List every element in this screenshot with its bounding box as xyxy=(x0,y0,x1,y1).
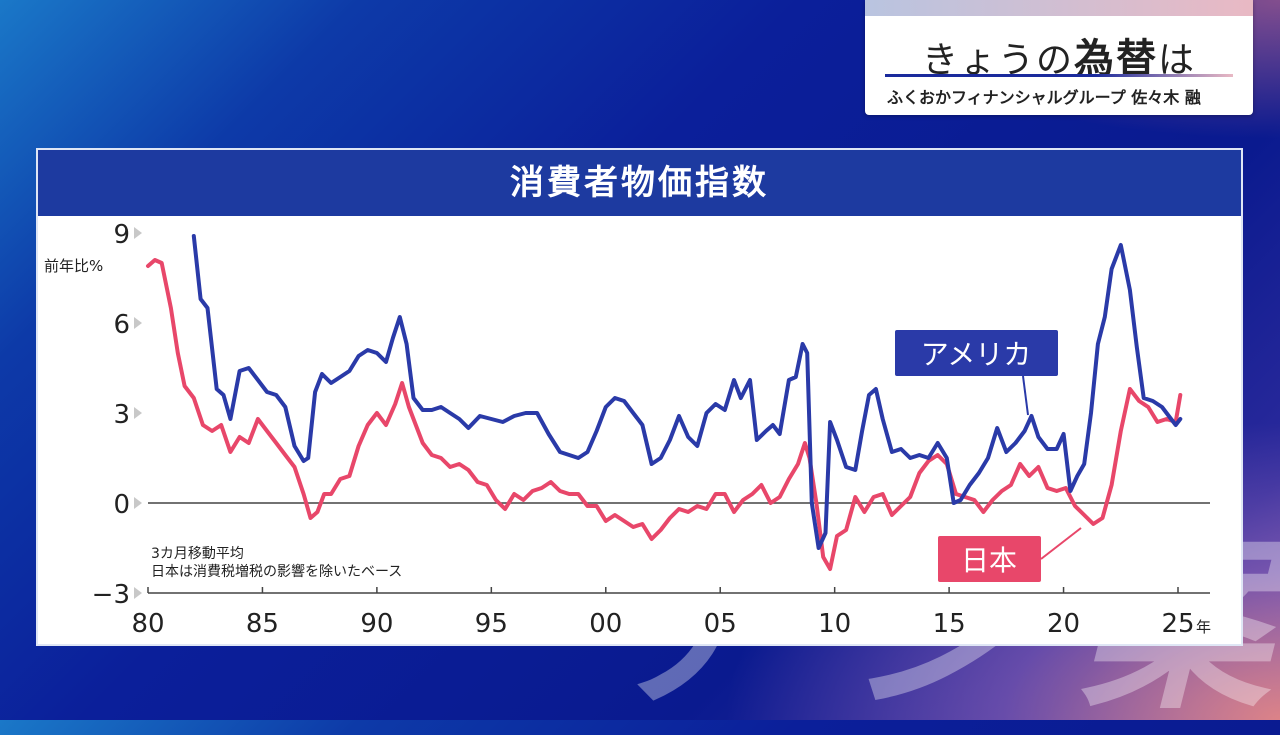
title-divider xyxy=(885,74,1233,77)
japan-legend-label: 日本 xyxy=(961,544,1017,577)
x-tick-label: 85 xyxy=(246,609,279,639)
x-axis-unit: 年 xyxy=(1196,618,1211,636)
x-tick-label: 10 xyxy=(818,609,851,639)
program-title-card: きょうの為替は ふくおかフィナンシャルグループ 佐々木 融 xyxy=(865,0,1253,115)
japan-legend-pointer xyxy=(1040,527,1082,560)
title-card-strip xyxy=(865,0,1253,16)
x-tick-label: 80 xyxy=(131,609,164,639)
y-tick-marker xyxy=(134,587,142,599)
commentator-line: ふくおかフィナンシャルグループ 佐々木 融 xyxy=(887,88,1201,107)
usa-legend-pointer xyxy=(1022,375,1029,416)
usa-series-line xyxy=(191,234,1183,550)
y-tick-marker xyxy=(134,317,142,329)
x-tick-label: 20 xyxy=(1047,609,1080,639)
y-tick-label: 0 xyxy=(113,490,130,520)
y-tick-marker xyxy=(134,497,142,509)
y-axis-label: 前年比% xyxy=(44,257,103,275)
japan-legend-box xyxy=(938,536,1041,582)
y-tick-label: 6 xyxy=(113,310,130,340)
y-tick-label: 9 xyxy=(113,220,130,250)
y-tick-label: −3 xyxy=(92,580,130,610)
y-tick-label: 3 xyxy=(113,400,130,430)
x-tick-label: 90 xyxy=(360,609,393,639)
y-tick-marker xyxy=(134,407,142,419)
chart-panel-title: 消費者物価指数 xyxy=(38,150,1241,216)
chart-panel: 消費者物価指数 9 6 3 0 −3 前年比% 80 85 90 95 00 05 10 15 20 25 年 3… xyxy=(36,148,1243,646)
usa-legend-box xyxy=(895,330,1058,376)
usa-legend-label: アメリカ xyxy=(921,338,1032,371)
japan-series-line xyxy=(146,258,1183,571)
x-tick-label: 25 xyxy=(1161,609,1194,639)
x-tick-label: 95 xyxy=(475,609,508,639)
x-tick-label: 00 xyxy=(589,609,622,639)
y-tick-marker xyxy=(134,227,142,239)
x-tick-label: 15 xyxy=(933,609,966,639)
x-tick-label: 05 xyxy=(704,609,737,639)
chart-note: 日本は消費税増税の影響を除いたベース xyxy=(151,563,402,580)
chart-note: 3カ月移動平均 xyxy=(151,546,244,562)
